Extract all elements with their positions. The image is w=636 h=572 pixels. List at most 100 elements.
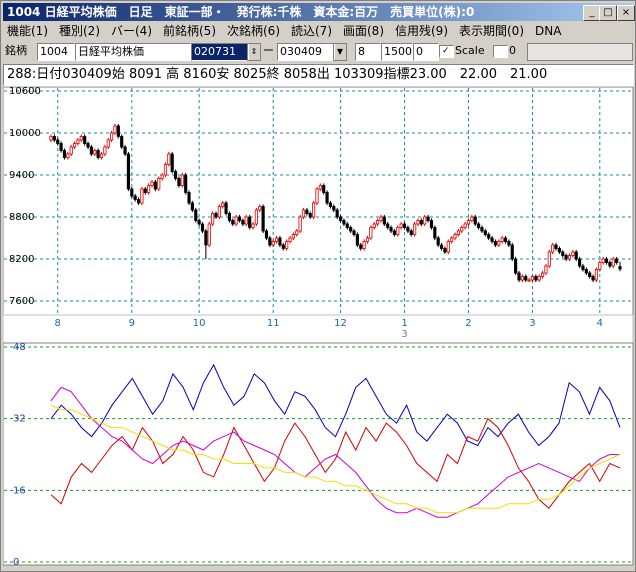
candle-body xyxy=(83,136,87,144)
candle-body xyxy=(298,216,302,232)
candle-body xyxy=(295,230,299,235)
candle-body xyxy=(604,258,609,263)
candle-body xyxy=(315,188,319,204)
menu-item[interactable]: 種別(2) xyxy=(59,24,100,38)
candle-body xyxy=(598,262,602,270)
candle-body xyxy=(184,174,188,193)
candle-body xyxy=(72,143,77,148)
candle-body xyxy=(237,216,242,221)
candle-body xyxy=(180,174,184,186)
y-tick-label: 10600 xyxy=(9,87,41,97)
candle-body xyxy=(601,258,605,263)
candle-body xyxy=(335,209,339,218)
candle-body xyxy=(126,153,131,190)
candle-body xyxy=(517,272,521,281)
indicator-line xyxy=(50,386,620,518)
candle-body xyxy=(534,276,538,281)
candle-body xyxy=(200,223,205,232)
menu-item[interactable]: DNA xyxy=(535,24,562,38)
candle-body xyxy=(503,237,508,242)
candle-body xyxy=(416,220,420,225)
field-1[interactable]: 8 xyxy=(355,43,381,61)
name-field[interactable]: 日経平均株価 xyxy=(75,43,191,61)
candle-body xyxy=(301,209,306,218)
to-field[interactable]: 030409 xyxy=(277,43,335,61)
candle-body xyxy=(382,216,386,225)
indicator-line xyxy=(50,404,621,514)
menu-item[interactable]: 画面(8) xyxy=(343,24,384,38)
candle-body xyxy=(463,223,467,228)
candle-body xyxy=(116,125,120,137)
x-tick-label: 11 xyxy=(267,318,280,329)
candle-body xyxy=(386,223,390,228)
scrollbar[interactable] xyxy=(527,43,633,61)
candle-body xyxy=(79,136,83,141)
x-tick-label: 4 xyxy=(597,318,603,329)
candle-body xyxy=(130,188,134,197)
menu-item[interactable]: 機能(1) xyxy=(7,24,48,38)
candle-body xyxy=(584,269,588,274)
x-tick-label: 10 xyxy=(193,318,206,329)
from-field[interactable]: 020731 xyxy=(191,43,249,61)
code-label: 銘柄 xyxy=(5,44,27,57)
candle-body xyxy=(110,132,114,141)
menu-item[interactable]: 前銘柄(5) xyxy=(163,24,216,38)
candle-body xyxy=(59,143,63,151)
candle-body xyxy=(194,209,198,221)
candle-body xyxy=(530,276,535,281)
close-button[interactable]: × xyxy=(617,5,635,21)
candle-body xyxy=(487,234,491,239)
menu-item[interactable]: バー(4) xyxy=(111,24,152,38)
field-2[interactable]: 1500 xyxy=(381,43,413,61)
candle-body xyxy=(197,220,201,225)
candle-body xyxy=(406,227,410,232)
candle-body xyxy=(190,202,194,211)
menu-item[interactable]: 読込(7) xyxy=(291,24,332,38)
candle-body xyxy=(594,269,599,281)
candle-body xyxy=(308,213,312,218)
candle-body xyxy=(473,216,477,225)
candle-body xyxy=(160,174,164,179)
dropdown-button[interactable]: ▼ xyxy=(333,43,347,61)
menu-item[interactable]: 表示期間(0) xyxy=(459,24,524,38)
candle-body xyxy=(466,220,471,225)
menu-item[interactable]: 信用残(9) xyxy=(395,24,448,38)
candle-body xyxy=(271,241,275,246)
candle-body xyxy=(544,265,548,274)
checkbox-2[interactable] xyxy=(493,45,508,58)
y-tick-label: 8800 xyxy=(9,212,34,223)
candle-body xyxy=(147,185,151,193)
menu-item[interactable]: 次銘柄(6) xyxy=(227,24,280,38)
code-field[interactable]: 1004 xyxy=(37,43,75,61)
candle-body xyxy=(588,272,592,277)
candle-body xyxy=(433,227,437,239)
field-3[interactable]: 0 xyxy=(413,43,439,61)
title-bar: 1004 日経平均株価 日足 東証一部・ 発行株:千株 資本金:百万 売買単位(… xyxy=(3,3,633,21)
y-tick-label: 8200 xyxy=(9,254,34,265)
candle-body xyxy=(86,143,90,148)
candle-body xyxy=(510,244,514,260)
candle-body xyxy=(524,276,528,281)
y-tick-label: 48 xyxy=(13,342,26,353)
scale-checkbox[interactable]: ✓ xyxy=(439,45,454,58)
candle-body xyxy=(322,185,326,193)
candle-body xyxy=(150,181,154,186)
x-tick-label: 1 xyxy=(401,318,407,329)
year-label: 3 xyxy=(401,329,407,340)
candle-body xyxy=(52,136,56,141)
x-tick-label: 12 xyxy=(334,318,347,329)
spin-button[interactable]: ⇕ xyxy=(247,43,261,61)
candle-body xyxy=(244,216,248,225)
candle-body xyxy=(443,248,447,253)
candle-body xyxy=(268,237,272,246)
candle-body xyxy=(325,192,329,204)
candle-body xyxy=(446,241,450,253)
candle-body xyxy=(318,185,322,190)
candle-body xyxy=(207,223,211,246)
candle-body xyxy=(167,153,171,165)
candle-body xyxy=(103,146,107,155)
maximize-button[interactable]: □ xyxy=(599,5,617,21)
candle-body xyxy=(204,230,208,246)
candle-body xyxy=(264,230,269,239)
candle-body xyxy=(557,248,561,253)
